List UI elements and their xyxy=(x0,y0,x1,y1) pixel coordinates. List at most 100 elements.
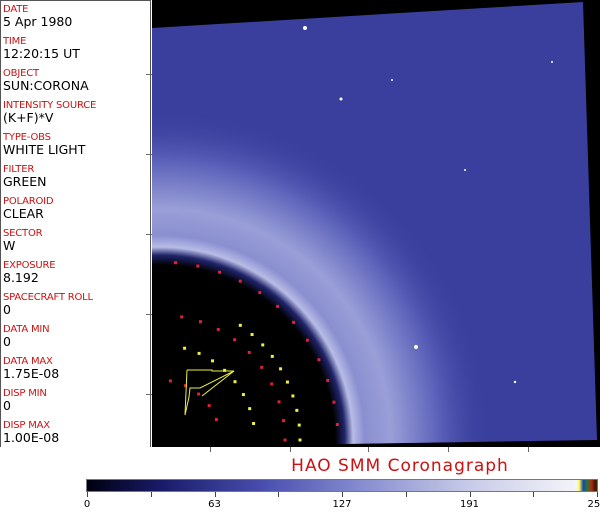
field-type-obs: TYPE-OBS WHITE LIGHT xyxy=(3,132,85,157)
field-value: 0 xyxy=(3,302,11,317)
colorbar-tick-label: 127 xyxy=(332,499,352,510)
overlay-red-marker xyxy=(292,320,296,324)
field-label: DATA MIN xyxy=(3,324,50,335)
field-disp-min: DISP MIN 0 xyxy=(3,388,47,413)
overlay-red-marker xyxy=(207,404,211,408)
colorbar-tick xyxy=(150,492,152,497)
overlay-yellow-marker xyxy=(183,346,187,350)
overlay-yellow-marker xyxy=(241,393,245,397)
star xyxy=(339,97,343,101)
field-object: OBJECT SUN:CORONA xyxy=(3,68,89,93)
colorbar-tick xyxy=(278,492,280,497)
axis-tick xyxy=(146,314,152,315)
field-label: EXPOSURE xyxy=(3,260,56,271)
field-label: TIME xyxy=(3,36,27,47)
field-label: TYPE-OBS xyxy=(3,132,51,143)
overlay-red-marker xyxy=(305,338,309,342)
overlay-yellow-marker xyxy=(197,351,201,355)
overlay-yellow-marker xyxy=(252,422,256,426)
overlay-red-marker xyxy=(183,384,187,388)
field-value: 8.192 xyxy=(3,270,39,285)
field-value: 5 Apr 1980 xyxy=(3,14,73,29)
field-label: DISP MAX xyxy=(3,420,50,431)
colorbar-tick xyxy=(87,492,88,497)
overlay-red-marker xyxy=(168,379,172,383)
overlay-yellow-marker xyxy=(261,343,265,347)
axis-tick xyxy=(448,447,449,452)
colorbar-tick-label: 0 xyxy=(83,499,91,510)
field-label: DATE xyxy=(3,4,29,15)
coronagraph-image xyxy=(152,0,600,447)
overlay-red-marker xyxy=(283,438,287,442)
colorbar-tick xyxy=(469,492,471,497)
field-label: FILTER xyxy=(3,164,35,175)
colorbar-tick xyxy=(214,492,216,497)
field-exposure: EXPOSURE 8.192 xyxy=(3,260,56,285)
overlay-red-marker xyxy=(277,400,281,404)
colorbar-tick-label: 255 xyxy=(587,499,600,510)
overlay-yellow-marker xyxy=(291,394,295,398)
overlay-red-marker xyxy=(276,304,280,308)
overlay-yellow-marker xyxy=(297,423,301,427)
field-value: GREEN xyxy=(3,174,47,189)
header-panel: DATE 5 Apr 1980 TIME 12:20:15 UT OBJECT SUN:C… xyxy=(0,0,152,447)
overlay-red-marker xyxy=(196,264,200,268)
field-value: 1.00E-08 xyxy=(3,430,60,445)
overlay-red-marker xyxy=(238,279,242,283)
overlay-red-marker xyxy=(317,358,321,362)
field-value: 12:20:15 UT xyxy=(3,46,80,61)
star xyxy=(551,61,553,63)
overlay-yellow-marker xyxy=(285,380,289,384)
field-value: 0 xyxy=(3,398,11,413)
instrument-title: HAO SMM Coronagraph xyxy=(291,456,509,476)
overlay-yellow-marker xyxy=(223,368,227,372)
field-date: DATE 5 Apr 1980 xyxy=(3,4,72,29)
axis-tick xyxy=(146,394,152,395)
overlay-yellow-marker xyxy=(279,367,283,371)
field-value: 0 xyxy=(3,334,11,349)
overlay-red-marker xyxy=(198,320,202,324)
overlay-red-marker xyxy=(180,315,184,319)
field-data-max: DATA MAX 1.75E-08 xyxy=(3,356,59,381)
axis-tick xyxy=(290,447,291,452)
field-disp-max: DISP MAX 1.00E-08 xyxy=(3,420,59,445)
overlay-red-marker xyxy=(214,417,218,421)
overlay-red-marker xyxy=(332,400,336,404)
axis-tick xyxy=(368,447,369,452)
field-data-min: DATA MIN 0 xyxy=(3,324,50,349)
field-label: SECTOR xyxy=(3,228,43,239)
colorbar-tick-label: 63 xyxy=(208,499,221,510)
axis-tick xyxy=(146,234,152,235)
overlay-red-marker xyxy=(270,382,274,386)
overlay-red-marker xyxy=(260,365,264,369)
overlay-yellow-marker xyxy=(248,407,252,411)
coronagraph-svg xyxy=(152,2,597,447)
overlay-red-marker xyxy=(326,378,330,382)
overlay-yellow-marker xyxy=(298,438,302,442)
axis-tick xyxy=(146,74,152,75)
colorbar-tick xyxy=(342,492,343,497)
overlay-triangle-edge xyxy=(201,370,235,397)
axis-tick xyxy=(210,447,211,452)
colorbar xyxy=(86,479,598,492)
overlay-yellow-marker xyxy=(211,359,215,363)
overlay-yellow-marker xyxy=(270,354,274,358)
star xyxy=(303,26,307,30)
colorbar-tick xyxy=(597,492,598,497)
overlay-yellow-marker xyxy=(238,323,242,327)
field-value: (K+F)*V xyxy=(3,110,54,125)
field-sector: SECTOR W xyxy=(3,228,43,253)
overlay-red-marker xyxy=(218,270,222,274)
overlay-red-marker xyxy=(281,419,285,423)
field-filter: FILTER GREEN xyxy=(3,164,47,189)
field-label: SPACECRAFT ROLL xyxy=(3,292,93,303)
overlay-yellow-marker xyxy=(250,333,254,337)
overlay-red-marker xyxy=(335,422,339,426)
field-value: WHITE LIGHT xyxy=(3,142,86,157)
field-label: DISP MIN xyxy=(3,388,47,399)
overlay-yellow-marker xyxy=(295,408,299,412)
field-value: W xyxy=(3,238,16,253)
colorbar-tick xyxy=(533,492,535,497)
overlay-red-marker xyxy=(233,338,237,342)
colorbar-tick-label: 191 xyxy=(459,499,480,510)
